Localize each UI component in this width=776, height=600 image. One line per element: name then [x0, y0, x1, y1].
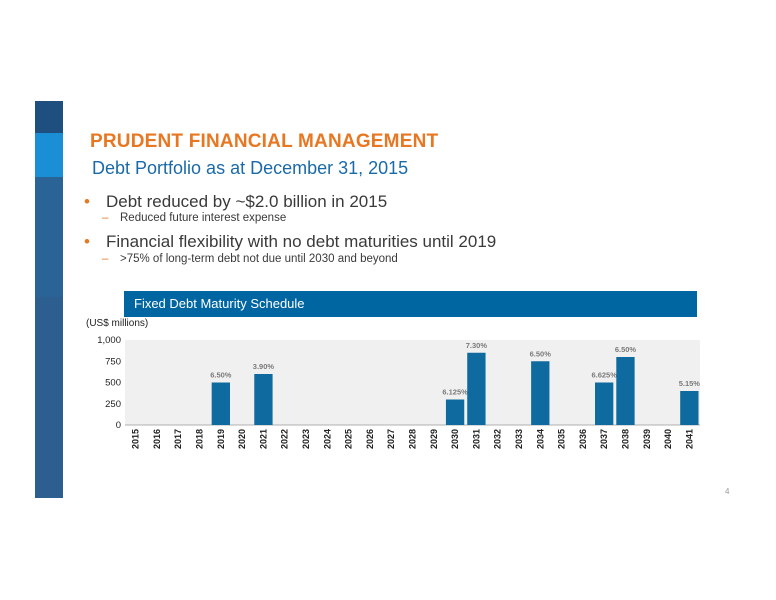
bar-data-label: 6.625%	[591, 371, 617, 380]
x-tick-label: 2034	[535, 429, 545, 449]
x-tick-label: 2033	[514, 429, 524, 449]
bar	[445, 399, 465, 425]
bar	[616, 357, 635, 425]
bar-data-label: 6.50%	[615, 345, 637, 354]
slide-subtitle: Debt Portfolio as at December 31, 2015	[92, 158, 409, 178]
y-tick-label: 1,000	[97, 335, 121, 346]
slide-title: PRUDENT FINANCIAL MANAGEMENT	[90, 131, 439, 152]
decorative-side-bar	[35, 101, 63, 498]
bullet-item: • Debt reduced by ~$2.0 billion in 2015	[84, 192, 387, 212]
bar	[680, 391, 699, 425]
side-bar-segment	[35, 101, 63, 133]
y-tick-label: 750	[105, 356, 121, 367]
chart-banner-title: Fixed Debt Maturity Schedule	[134, 296, 305, 311]
x-tick-label: 2032	[493, 429, 503, 449]
x-tick-label: 2029	[429, 429, 439, 449]
side-bar-segment	[35, 133, 63, 177]
x-tick-label: 2024	[322, 429, 332, 449]
bar-data-label: 7.30%	[466, 341, 488, 350]
bar	[211, 382, 230, 425]
plot-area	[125, 340, 700, 425]
x-tick-label: 2037	[599, 429, 609, 449]
sub-bullet-text: Reduced future interest expense	[120, 212, 287, 224]
x-tick-label: 2021	[258, 429, 268, 449]
bar-data-label: 5.15%	[679, 379, 701, 388]
bar-data-label: 3.90%	[253, 362, 275, 371]
x-tick-label: 2035	[557, 429, 567, 449]
x-tick-label: 2026	[365, 429, 375, 449]
bar	[254, 374, 273, 425]
x-tick-label: 2022	[280, 429, 290, 449]
debt-maturity-chart: 0 250 500 750 1,000 2015 2016 2017 2018 6.50% 2019…	[97, 335, 701, 449]
x-tick-label: 2041	[684, 429, 694, 449]
chart-units-label: (US$ millions)	[86, 318, 149, 329]
x-tick-label: 2040	[663, 429, 673, 449]
sub-bullet-marker: –	[102, 212, 109, 224]
bullet-text: Debt reduced by ~$2.0 billion in 2015	[106, 192, 388, 211]
sub-bullet-text: >75% of long-term debt not due until 203…	[120, 253, 398, 265]
sub-bullet-item: – Reduced future interest expense	[102, 212, 286, 224]
y-tick-label: 250	[105, 399, 121, 410]
page-number: 4	[725, 487, 730, 496]
x-tick-label: 2027	[386, 429, 396, 449]
x-tick-label: 2030	[450, 429, 460, 449]
y-tick-label: 500	[105, 378, 121, 389]
x-tick-label: 2025	[344, 429, 354, 449]
sub-bullet-marker: –	[102, 253, 109, 265]
bullet-marker: •	[84, 192, 90, 211]
x-tick-label: 2028	[408, 429, 418, 449]
bullet-marker: •	[84, 232, 90, 251]
x-tick-label: 2038	[620, 429, 630, 449]
bar-data-label: 6.50%	[530, 349, 552, 358]
bar	[595, 382, 614, 425]
bar	[467, 352, 486, 425]
x-tick-label: 2031	[471, 429, 481, 449]
bar-data-label: 6.50%	[210, 371, 232, 380]
x-tick-label: 2015	[131, 429, 141, 449]
x-tick-label: 2017	[173, 429, 183, 449]
side-bar-segment	[35, 297, 63, 498]
sub-bullet-item: – >75% of long-term debt not due until 20…	[102, 253, 398, 265]
x-tick-label: 2023	[301, 429, 311, 449]
bar	[531, 361, 550, 425]
y-tick-label: 0	[116, 420, 121, 431]
x-tick-label: 2016	[152, 429, 162, 449]
x-tick-label: 2018	[195, 429, 205, 449]
x-tick-label: 2019	[216, 429, 226, 449]
bar-data-label: 6.125%	[442, 388, 468, 397]
x-tick-label: 2036	[578, 429, 588, 449]
side-bar-segment	[35, 177, 63, 297]
x-tick-label: 2020	[237, 429, 247, 449]
chart-banner: Fixed Debt Maturity Schedule	[124, 291, 697, 317]
x-tick-label: 2039	[642, 429, 652, 449]
bullet-item: • Financial flexibility with no debt matu…	[84, 232, 496, 252]
bullet-text: Financial flexibility with no debt matur…	[106, 232, 497, 251]
